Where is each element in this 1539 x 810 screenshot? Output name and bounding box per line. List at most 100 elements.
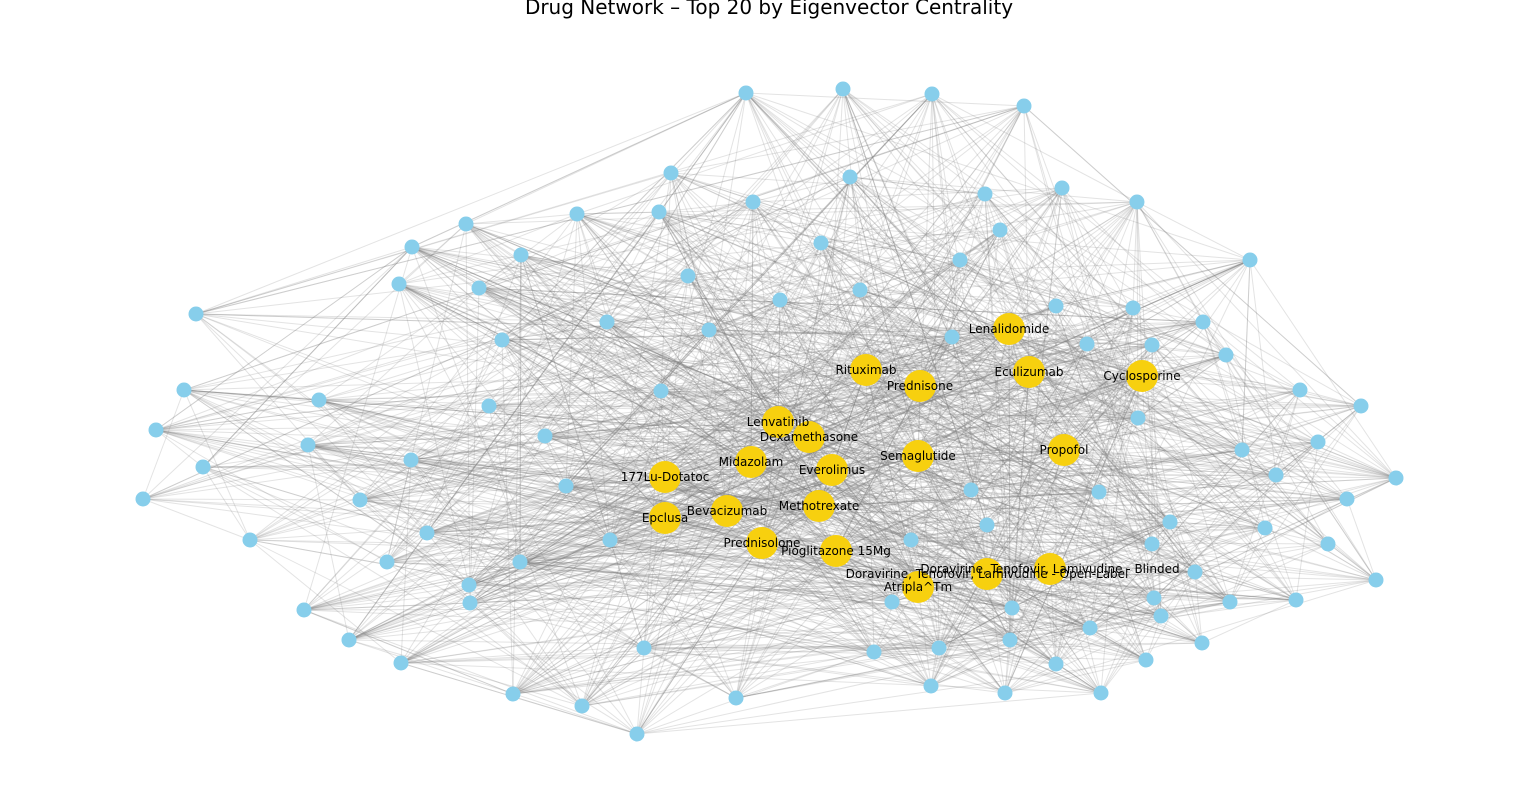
- graph-edge: [849, 176, 919, 457]
- graph-edge: [609, 539, 837, 552]
- graph-edge: [465, 223, 1100, 493]
- graph-edge: [970, 489, 1266, 529]
- peripheral-node: [701, 322, 717, 338]
- graph-edge: [565, 93, 933, 487]
- graph-edge: [501, 339, 1139, 419]
- graph-edge: [842, 88, 1171, 523]
- graph-edge: [359, 259, 961, 501]
- graph-edge: [849, 176, 1243, 451]
- graph-edge: [1153, 405, 1362, 599]
- graph-edge: [1009, 639, 1057, 665]
- graph-edge: [750, 336, 953, 463]
- graph-edge: [1145, 571, 1196, 661]
- graph-edge: [873, 343, 1088, 653]
- graph-edge: [687, 275, 1006, 694]
- graph-edge: [831, 469, 1100, 493]
- graph-edge: [195, 313, 953, 338]
- graph-edge: [411, 246, 1030, 373]
- graph-edge: [818, 105, 1025, 507]
- graph-edge: [984, 193, 1297, 601]
- graph-edge: [565, 213, 578, 487]
- graph-edge: [752, 187, 1063, 203]
- top-node: [1034, 553, 1066, 585]
- peripheral-node: [1257, 520, 1273, 536]
- graph-edge: [142, 259, 961, 500]
- graph-edge: [155, 429, 932, 687]
- graph-edge: [658, 211, 961, 261]
- graph-edge: [818, 491, 1100, 507]
- graph-edge: [606, 321, 1153, 545]
- graph-edge: [818, 477, 1397, 507]
- graph-edge: [708, 329, 1006, 694]
- graph-edge: [1008, 328, 1227, 356]
- graph-edge: [931, 93, 1153, 346]
- graph-edge: [155, 429, 893, 603]
- peripheral-node: [242, 532, 258, 548]
- graph-edge: [468, 211, 660, 586]
- graph-edge: [777, 307, 1134, 423]
- graph-edge: [984, 193, 1266, 529]
- graph-edge: [410, 187, 1063, 461]
- graph-edge: [1202, 321, 1243, 451]
- graph-edge: [745, 92, 1196, 573]
- graph-edge: [820, 242, 1243, 451]
- graph-edge: [478, 287, 921, 387]
- graph-edge: [410, 459, 1203, 644]
- graph-edge: [930, 375, 1143, 687]
- graph-edge: [687, 275, 779, 423]
- graph-edge: [386, 371, 1030, 563]
- graph-edge: [1055, 305, 1231, 603]
- graph-edge: [398, 283, 1051, 570]
- graph-edge: [643, 176, 851, 649]
- graph-edge: [986, 524, 1102, 694]
- graph-edge: [930, 573, 988, 687]
- graph-edge: [1098, 491, 1155, 599]
- graph-edge: [142, 498, 893, 603]
- graph-edge: [1153, 441, 1319, 599]
- graph-edge: [808, 436, 1348, 500]
- graph-edge: [959, 259, 1243, 451]
- graph-edge: [348, 92, 747, 641]
- graph-edge: [660, 321, 1204, 392]
- graph-edge: [931, 93, 972, 491]
- graph-edge: [917, 455, 1171, 523]
- top-node-label: Methotrexate: [779, 499, 859, 513]
- graph-edge: [183, 389, 521, 563]
- graph-edge: [501, 339, 514, 695]
- graph-edge: [426, 369, 867, 534]
- graph-edge: [307, 444, 919, 588]
- graph-edge: [1008, 328, 1348, 500]
- graph-edge: [745, 92, 1010, 330]
- graph-edge: [664, 476, 1051, 570]
- graph-edge: [986, 441, 1319, 575]
- graph-edge: [752, 201, 1051, 570]
- graph-edge: [891, 259, 961, 603]
- graph-edge: [398, 283, 752, 463]
- graph-edge: [891, 601, 1011, 641]
- graph-edge: [687, 275, 893, 603]
- graph-edge: [726, 455, 919, 512]
- graph-edge: [400, 461, 752, 664]
- graph-edge: [820, 242, 1065, 451]
- graph-edge: [155, 399, 320, 431]
- graph-edge: [249, 539, 837, 552]
- peripheral-node: [1016, 98, 1032, 114]
- graph-edge: [195, 313, 521, 563]
- graph-edge: [307, 444, 893, 603]
- graph-edge: [565, 385, 921, 487]
- graph-edge: [512, 405, 1362, 695]
- graph-edge: [581, 328, 1010, 707]
- graph-edge: [761, 93, 933, 544]
- graph-edge: [1055, 201, 1138, 665]
- graph-edge: [565, 421, 779, 487]
- graph-edge: [307, 444, 1153, 545]
- graph-edge: [478, 287, 919, 457]
- graph-edge: [155, 421, 779, 431]
- graph-edge: [155, 429, 940, 649]
- graph-edge: [501, 339, 666, 519]
- graph-edge: [831, 229, 1001, 471]
- graph-edge: [820, 242, 1065, 451]
- graph-edge: [520, 254, 1301, 391]
- graph-edge: [606, 93, 933, 323]
- graph-edge: [348, 602, 471, 641]
